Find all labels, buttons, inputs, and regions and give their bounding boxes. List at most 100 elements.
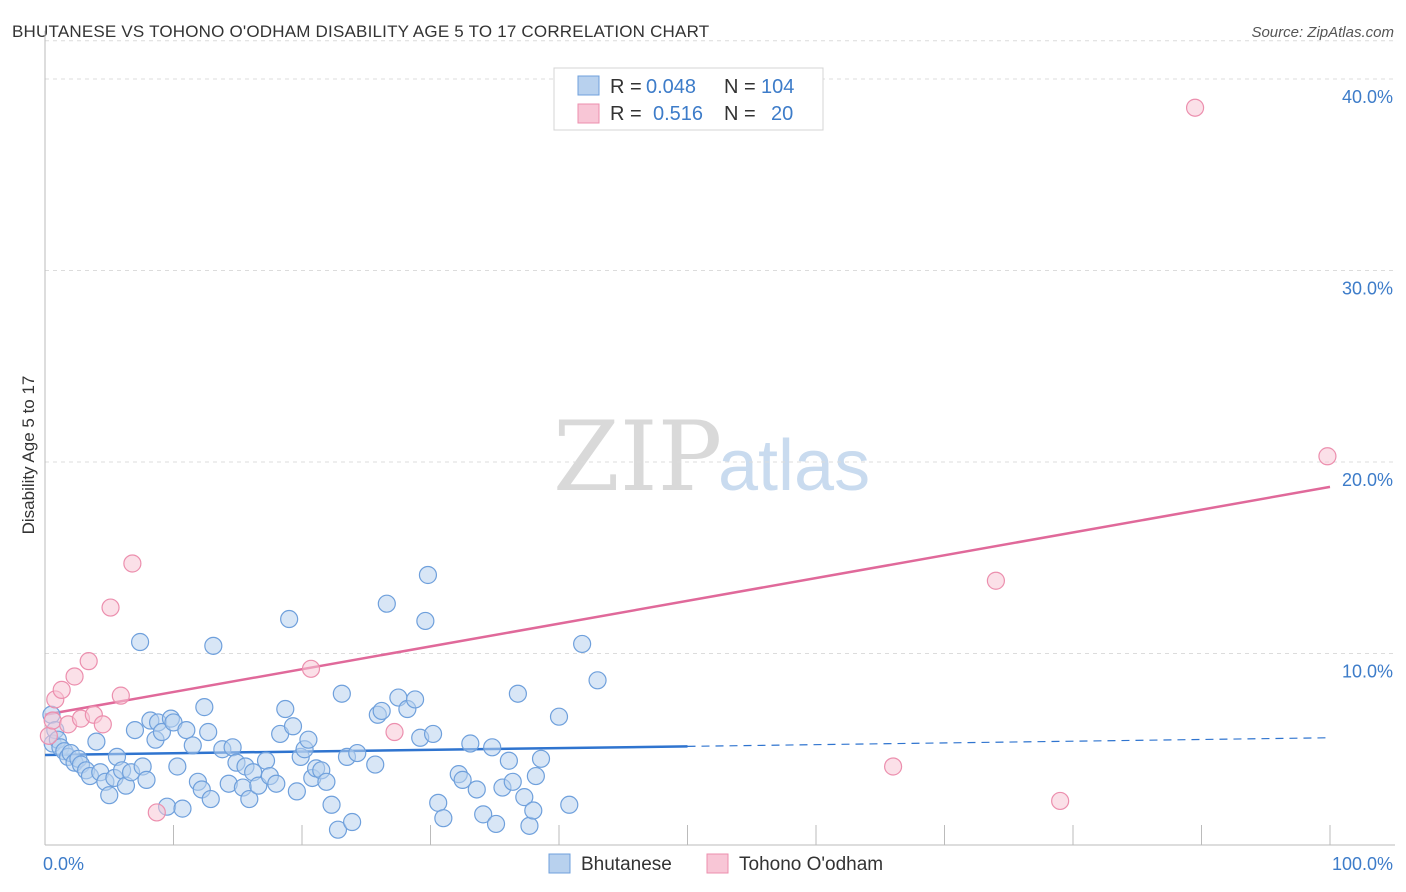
point-bhutanese-66	[317, 772, 336, 791]
point-bhutanese-41	[201, 789, 220, 809]
y-tick-label-0: 10.0%	[1342, 662, 1393, 682]
point-tohono-14	[301, 659, 321, 678]
point-bhutanese-57	[280, 609, 299, 629]
watermark-zip: ZIP	[553, 401, 722, 513]
chart-title: BHUTANESE VS TOHONO O'ODHAM DISABILITY A…	[12, 22, 710, 41]
point-bhutanese-92	[486, 814, 506, 834]
point-bhutanese-100	[526, 766, 545, 786]
point-bhutanese-25	[137, 770, 156, 789]
point-tohono-19	[1185, 98, 1205, 117]
legend-swatch-bhutanese	[577, 75, 600, 96]
point-bhutanese-81	[416, 611, 435, 631]
point-bhutanese-69	[332, 684, 351, 703]
point-bhutanese-73	[366, 755, 385, 774]
y-tick-label-2: 30.0%	[1342, 279, 1393, 299]
bottom-legend: Bhutanese Tohono O'odham	[548, 853, 883, 875]
point-bhutanese-101	[531, 749, 551, 768]
point-bhutanese-13	[87, 732, 106, 751]
point-bhutanese-97	[515, 788, 534, 807]
trend-line-bhutanese	[44, 745, 688, 757]
bottom-legend-tohono: Tohono O'odham	[739, 854, 883, 875]
point-bhutanese-96	[508, 684, 527, 703]
point-bhutanese-34	[173, 799, 192, 818]
point-tohono-9	[93, 715, 112, 734]
point-bhutanese-52	[256, 751, 276, 770]
point-bhutanese-45	[223, 738, 242, 757]
point-bhutanese-76	[377, 594, 396, 613]
point-bhutanese-102	[549, 707, 569, 726]
point-bhutanese-54	[267, 774, 286, 793]
y-tick-label-3: 40.0%	[1342, 87, 1393, 107]
point-tohono-16	[883, 757, 903, 776]
point-tohono-0	[39, 726, 58, 745]
trend-line-bhutanese-extension	[687, 737, 1331, 747]
legend-r-value-0: 0.048	[646, 76, 696, 98]
point-bhutanese-85	[434, 809, 453, 828]
watermark-atlas: atlas	[718, 426, 870, 506]
axes	[44, 30, 1395, 846]
point-bhutanese-72	[348, 743, 367, 763]
point-bhutanese-79	[405, 690, 425, 709]
y-tick-label-1: 20.0%	[1342, 470, 1393, 490]
point-bhutanese-56	[276, 699, 295, 719]
point-tohono-20	[1318, 447, 1337, 466]
point-bhutanese-95	[503, 772, 522, 791]
point-bhutanese-49	[240, 789, 259, 809]
point-tohono-3	[52, 680, 71, 699]
point-bhutanese-58	[283, 717, 303, 736]
point-bhutanese-104	[573, 634, 592, 654]
watermark: ZIP atlas	[553, 401, 870, 513]
legend-r-label-0: R =	[610, 76, 642, 98]
point-bhutanese-42	[204, 636, 223, 655]
trend-lines	[44, 485, 1331, 757]
point-tohono-15	[385, 722, 404, 742]
source-label: Source: ZipAtlas.com	[1251, 24, 1394, 41]
point-tohono-10	[101, 598, 120, 617]
point-bhutanese-16	[100, 786, 119, 805]
point-bhutanese-88	[461, 734, 480, 753]
legend-n-value-0: 104	[761, 76, 794, 98]
legend-n-value-1: 20	[771, 103, 793, 125]
x-tick-labels: 0.0% 100.0%	[43, 854, 1393, 874]
point-bhutanese-83	[423, 724, 443, 744]
point-bhutanese-82	[418, 565, 438, 585]
point-bhutanese-23	[130, 632, 150, 652]
bottom-legend-swatch-bhutanese	[548, 853, 571, 874]
legend-r-label-1: R =	[610, 103, 642, 125]
bottom-legend-bhutanese: Bhutanese	[581, 854, 672, 875]
grid	[45, 40, 1395, 654]
point-bhutanese-98	[520, 816, 539, 835]
point-bhutanese-89	[467, 780, 486, 799]
point-bhutanese-105	[588, 671, 607, 690]
x-tick-label-1: 100.0%	[1332, 854, 1393, 874]
legend: R = 0.048 N = 104 R = 0.516 N = 20	[553, 67, 824, 131]
point-bhutanese-91	[483, 738, 502, 757]
point-bhutanese-75	[372, 701, 391, 721]
point-tohono-1	[43, 711, 62, 730]
point-tohono-17	[986, 571, 1006, 590]
legend-n-label-1: N =	[724, 103, 756, 125]
point-bhutanese-33	[168, 757, 187, 776]
point-bhutanese-68	[328, 820, 348, 839]
point-bhutanese-90	[474, 805, 493, 824]
y-tick-labels: 10.0% 20.0% 30.0% 40.0%	[1342, 87, 1393, 682]
point-tohono-5	[65, 667, 84, 686]
y-axis-label: Disability Age 5 to 17	[19, 376, 38, 535]
point-bhutanese-67	[322, 795, 341, 814]
point-bhutanese-94	[499, 751, 518, 770]
point-bhutanese-99	[524, 801, 543, 820]
point-bhutanese-62	[299, 730, 318, 749]
legend-swatch-tohono	[577, 103, 600, 124]
point-bhutanese-71	[343, 812, 362, 832]
x-tick-label-0: 0.0%	[43, 854, 84, 874]
data-points	[39, 98, 1337, 839]
point-bhutanese-39	[195, 698, 214, 717]
point-tohono-18	[1051, 791, 1070, 811]
trend-line-tohono	[44, 485, 1331, 717]
legend-n-label-0: N =	[724, 76, 756, 98]
point-tohono-12	[123, 554, 142, 573]
point-bhutanese-59	[287, 782, 306, 801]
point-tohono-7	[79, 652, 98, 671]
point-bhutanese-87	[453, 770, 472, 789]
